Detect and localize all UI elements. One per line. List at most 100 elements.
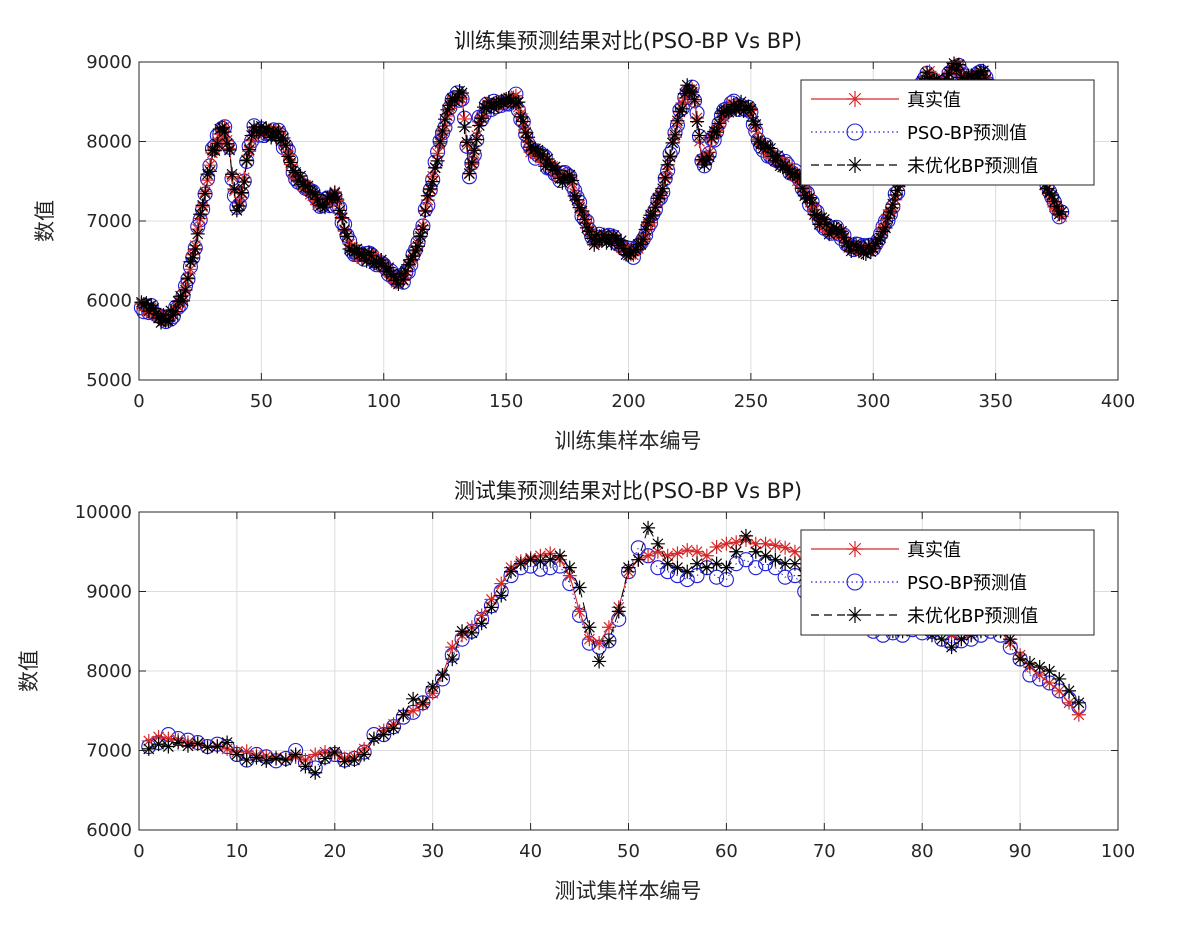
series-bp-point-309 — [890, 183, 905, 198]
series-bp-point-61 — [738, 528, 753, 543]
series-bp-point-10 — [158, 313, 173, 328]
series-bp-point-95 — [1071, 695, 1086, 710]
series-bp-point-88 — [1003, 632, 1018, 647]
series-true-point-44 — [572, 604, 587, 619]
series-bp-point-65 — [293, 169, 308, 184]
series-bp-point-224 — [682, 83, 697, 98]
series-bp-point-230 — [697, 157, 712, 172]
series-bp-point-136 — [467, 143, 482, 158]
series-bp-point-265 — [783, 165, 798, 180]
xtick-label-6: 300 — [856, 391, 890, 412]
series-true-point-60 — [729, 535, 744, 550]
series-bp-point-2 — [161, 739, 176, 754]
series-bp-point-66 — [787, 556, 802, 571]
series-bp-point-0 — [141, 741, 156, 756]
series-true-point-1 — [151, 729, 166, 744]
train-ylabel: 数值 — [33, 200, 57, 242]
series-bp-point-251 — [748, 117, 763, 132]
ytick-label-2: 7000 — [86, 211, 132, 232]
series-bp-point-111 — [406, 249, 421, 264]
series-bp-point-341 — [969, 66, 984, 81]
series-bp-point-32 — [455, 624, 470, 639]
series-bp-point-306 — [883, 204, 898, 219]
series-bp-point-83 — [954, 632, 969, 647]
series-bp-point-302 — [873, 230, 888, 245]
series-bp-point-213 — [655, 181, 670, 196]
series-bp-point-274 — [805, 195, 820, 210]
test-xlabel: 测试集样本编号 — [555, 879, 702, 903]
series-bp-point-11 — [161, 314, 176, 329]
series-bp-point-158 — [521, 130, 536, 145]
series-bp-point-256 — [761, 140, 776, 155]
series-bp-point-185 — [587, 237, 602, 252]
series-bp-point-79 — [327, 186, 342, 201]
series-true-point-58 — [709, 539, 724, 554]
series-bp-point-59 — [719, 560, 734, 575]
series-bp-point-264 — [780, 161, 795, 176]
series-bp-point-63 — [288, 165, 303, 180]
series-bp-point-40 — [533, 554, 548, 569]
series-psobp-point-52 — [650, 560, 666, 576]
series-bp-point-31 — [445, 652, 460, 667]
series-bp-point-15 — [288, 747, 303, 762]
series-bp-point-219 — [670, 113, 685, 128]
ytick-label-1: 6000 — [86, 291, 132, 312]
series-bp-point-131 — [455, 86, 470, 101]
series-bp-point-62 — [748, 544, 763, 559]
series-true-point-94 — [1062, 695, 1077, 710]
series-bp-point-17 — [308, 765, 323, 780]
series-bp-point-113 — [411, 239, 426, 254]
xtick-label-1: 50 — [250, 391, 273, 412]
series-bp-point-190 — [599, 235, 614, 250]
xtick-label-6: 60 — [715, 841, 738, 862]
series-bp-point-260 — [770, 148, 785, 163]
ytick-label-0: 5000 — [86, 370, 132, 391]
series-bp-point-334 — [951, 57, 966, 72]
series-bp-point-221 — [675, 101, 690, 116]
series-bp-point-183 — [582, 224, 597, 239]
series-bp-point-25 — [195, 198, 210, 213]
series-bp-point-94 — [364, 248, 379, 263]
series-bp-point-137 — [469, 132, 484, 147]
series-bp-point-342 — [971, 71, 986, 86]
series-bp-point-101 — [381, 260, 396, 275]
series-bp-point-41 — [234, 185, 249, 200]
legend-label-bp: 未优化BP预测值 — [907, 606, 1038, 627]
series-bp-point-139 — [474, 111, 489, 126]
series-true-point-10 — [239, 744, 254, 759]
series-bp-point-209 — [645, 207, 660, 222]
series-bp-point-19 — [327, 745, 342, 760]
series-bp-point-49 — [254, 119, 269, 134]
series-bp-point-175 — [562, 167, 577, 182]
series-bp-point-83 — [337, 222, 352, 237]
series-bp-point-269 — [792, 171, 807, 186]
series-bp-point-188 — [594, 231, 609, 246]
series-bp-point-96 — [369, 255, 384, 270]
series-bp-point-132 — [457, 120, 472, 135]
series-bp-point-214 — [658, 170, 673, 185]
legend-label-true: 真实值 — [907, 90, 961, 111]
series-bp-point-22 — [188, 242, 203, 257]
series-bp-point-60 — [281, 149, 296, 164]
series-bp-point-206 — [638, 222, 653, 237]
series-bp-point-26 — [198, 186, 213, 201]
series-bp-point-275 — [807, 207, 822, 222]
series-bp-point-284 — [829, 221, 844, 236]
series-bp-point-99 — [376, 259, 391, 274]
series-bp-point-122 — [433, 134, 448, 149]
series-bp-point-84 — [340, 229, 355, 244]
test-ticks: 0 10 20 30 40 50 60 70 80 90 100 6000 7000 8000 9000 10… — [75, 502, 1135, 862]
series-bp-point-193 — [606, 228, 621, 243]
series-bp-point-116 — [418, 204, 433, 219]
series-true-point-34 — [474, 608, 489, 623]
series-bp-point-10 — [239, 753, 254, 768]
series-bp-point-305 — [880, 211, 895, 226]
series-bp-point-195 — [611, 238, 626, 253]
series-bp-point-19 — [180, 271, 195, 286]
series-bp-point-64 — [291, 173, 306, 188]
series-bp-point-51 — [641, 520, 656, 535]
ytick-label-3: 8000 — [86, 132, 132, 153]
train-legend-box — [800, 79, 1095, 186]
train-ticks: 0 50 100 150 200 250 300 350 400 5000 6000 7000 8000… — [86, 52, 1135, 412]
series-bp-point-69 — [303, 184, 318, 199]
